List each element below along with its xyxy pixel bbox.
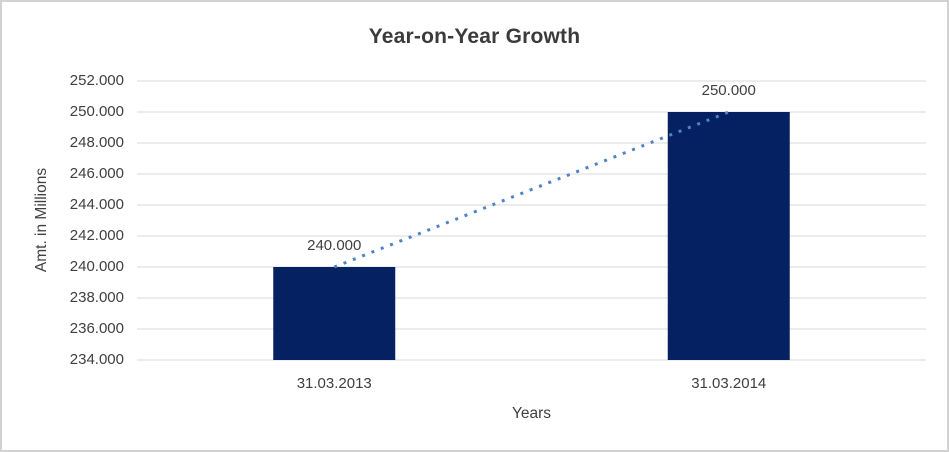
y-tick-label: 244.000 [69, 196, 124, 213]
y-axis-title: Amt. in Millions [33, 167, 50, 273]
y-tick-label: 240.000 [69, 258, 124, 275]
bar-31.03.2013 [273, 267, 396, 360]
y-tick-label: 238.000 [69, 289, 124, 306]
x-category-label: 31.03.2014 [691, 375, 767, 392]
bar-31.03.2014 [667, 112, 790, 360]
trendline [333, 110, 730, 269]
trendline-dotted [333, 110, 730, 269]
gridlines [137, 80, 926, 361]
chart-title: Year-on-Year Growth [368, 25, 581, 48]
bar-value-label: 250.000 [701, 82, 756, 99]
y-tick-label: 246.000 [69, 165, 124, 182]
x-axis-title: Years [511, 405, 552, 422]
y-tick-label: 248.000 [69, 134, 124, 151]
y-tick-label: 250.000 [69, 103, 124, 120]
y-tick-label: 242.000 [69, 227, 124, 244]
y-tick-label: 234.000 [69, 351, 124, 368]
y-tick-label: 252.000 [69, 72, 124, 89]
x-category-label: 31.03.2013 [296, 375, 372, 392]
bar-value-label: 240.000 [307, 237, 362, 254]
y-tick-label: 236.000 [69, 320, 124, 337]
bar-series [273, 112, 790, 360]
